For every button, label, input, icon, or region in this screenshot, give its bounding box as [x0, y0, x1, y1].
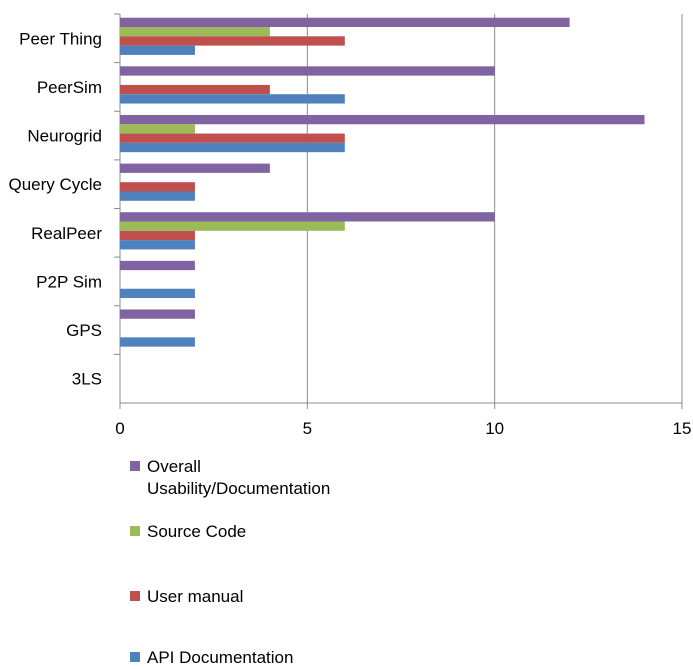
category-label: Query Cycle: [8, 175, 102, 194]
bar: [120, 240, 195, 250]
bar: [120, 230, 195, 241]
bar: [120, 94, 345, 104]
x-tick-label: 10: [485, 419, 504, 438]
bar: [120, 309, 195, 319]
legend-item: User manual: [130, 586, 377, 608]
bar: [120, 66, 495, 76]
bar: [120, 260, 195, 271]
legend-item: API Documentation: [130, 647, 377, 669]
bar: [120, 288, 195, 299]
legend-swatch: [130, 461, 140, 471]
bar: [120, 191, 195, 201]
bar: [120, 337, 195, 347]
legend-swatch: [130, 652, 140, 662]
bar: [120, 124, 195, 134]
x-tick-label: 5: [303, 419, 312, 438]
x-tick-label: 0: [115, 419, 124, 438]
category-label: RealPeer: [31, 224, 102, 243]
bar: [120, 133, 345, 143]
bar: [120, 27, 270, 37]
legend-item: Source Code: [130, 521, 377, 543]
legend-swatch: [130, 591, 140, 601]
category-label: Peer Thing: [19, 29, 102, 48]
bar: [120, 212, 495, 222]
bar: [120, 163, 270, 173]
bar: [120, 84, 270, 95]
bar: [120, 182, 195, 192]
category-label: P2P Sim: [36, 272, 102, 291]
bar: [120, 45, 195, 55]
bar: [120, 221, 345, 231]
x-tick-label: 15: [673, 419, 692, 438]
category-label: GPS: [66, 321, 102, 340]
legend-label: Overall Usability/Documentation: [147, 457, 331, 498]
bar: [120, 17, 570, 28]
bar: [120, 36, 345, 46]
category-label: Neurogrid: [27, 127, 102, 146]
legend-label: User manual: [147, 587, 244, 606]
legend-label: Source Code: [147, 522, 247, 541]
legend-swatch: [130, 526, 140, 536]
legend-item: Overall Usability/Documentation: [130, 456, 377, 500]
category-label: 3LS: [72, 370, 102, 389]
bar: [120, 114, 645, 125]
bar: [120, 142, 345, 153]
legend-label: API Documentation: [147, 648, 294, 667]
category-label: PeerSim: [37, 78, 102, 97]
